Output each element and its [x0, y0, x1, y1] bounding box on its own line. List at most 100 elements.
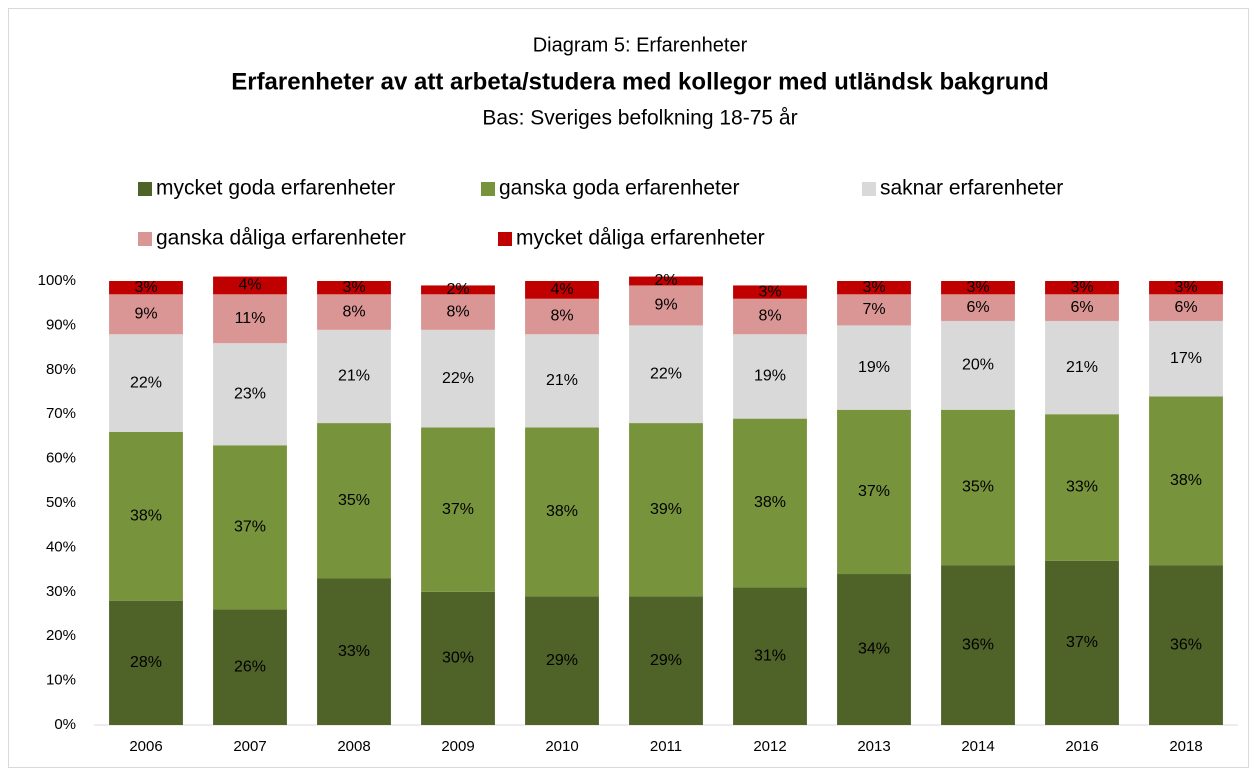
bar-segment	[109, 334, 183, 432]
x-tick-label: 2007	[233, 738, 266, 755]
data-label: 36%	[962, 636, 994, 653]
data-label: 28%	[130, 654, 162, 671]
data-label: 8%	[446, 303, 469, 320]
bar-segment	[109, 431, 183, 601]
bar-segment	[213, 294, 287, 344]
legend-label: mycket goda erfarenheter	[156, 177, 395, 200]
bar-segment	[1045, 320, 1119, 415]
data-label: 29%	[546, 652, 578, 669]
legend-swatch	[498, 232, 512, 246]
bar-segment	[525, 334, 599, 428]
bar-segment	[1045, 414, 1119, 561]
data-label: 37%	[1066, 634, 1098, 651]
data-label: 19%	[858, 359, 890, 376]
bar-segment	[317, 329, 391, 424]
bar-segment	[733, 334, 807, 419]
bar-segment	[733, 587, 807, 725]
bar-segment	[109, 281, 183, 295]
x-tick-label: 2006	[129, 738, 162, 755]
bar-segment	[1045, 281, 1119, 295]
y-tick-label: 10%	[46, 672, 76, 689]
bar-segment	[421, 285, 495, 295]
data-label: 2%	[446, 281, 469, 298]
bar-segment	[317, 294, 391, 330]
data-label: 3%	[1070, 279, 1093, 296]
data-label: 8%	[758, 308, 781, 325]
x-tick-label: 2011	[650, 738, 682, 755]
data-label: 17%	[1170, 350, 1202, 367]
bar-segment	[317, 578, 391, 725]
data-label: 6%	[1174, 299, 1197, 316]
y-tick-label: 0%	[54, 716, 76, 733]
bar-segment	[109, 600, 183, 725]
data-label: 22%	[650, 365, 682, 382]
data-label: 3%	[966, 279, 989, 296]
data-label: 6%	[966, 299, 989, 316]
data-label: 30%	[442, 650, 474, 667]
bar-segment	[421, 591, 495, 725]
bar-segment	[109, 294, 183, 335]
bar-segment	[525, 298, 599, 335]
bar-segment	[1149, 281, 1223, 295]
data-label: 31%	[754, 647, 786, 664]
bar-segment	[1149, 396, 1223, 566]
bar-segment	[1149, 320, 1223, 397]
bar-segment	[1149, 565, 1223, 725]
legend-label: mycket dåliga erfarenheter	[516, 227, 765, 250]
data-label: 37%	[442, 501, 474, 518]
bar-segment	[421, 329, 495, 428]
bar-segment	[629, 423, 703, 597]
data-label: 3%	[134, 279, 157, 296]
x-tick-label: 2013	[857, 738, 890, 755]
x-tick-label: 2009	[441, 738, 474, 755]
data-label: 9%	[654, 297, 677, 314]
bar-segment	[941, 320, 1015, 410]
bar-segment	[837, 281, 911, 295]
data-label: 8%	[342, 303, 365, 320]
legend-swatch	[862, 182, 876, 196]
data-label: 37%	[858, 483, 890, 500]
bar-segment	[525, 427, 599, 597]
bar-segment	[941, 294, 1015, 321]
data-label: 35%	[962, 479, 994, 496]
y-tick-label: 60%	[46, 450, 76, 467]
data-label: 26%	[234, 658, 266, 675]
data-label: 23%	[234, 385, 266, 402]
data-label: 3%	[342, 279, 365, 296]
chart-title: Erfarenheter av att arbeta/studera med k…	[231, 68, 1049, 95]
x-tick-label: 2018	[1169, 738, 1202, 755]
bar-segment	[317, 281, 391, 295]
legend-swatch	[138, 182, 152, 196]
data-label: 35%	[338, 492, 370, 509]
data-label: 21%	[338, 368, 370, 385]
y-tick-label: 30%	[46, 583, 76, 600]
y-tick-label: 100%	[38, 272, 76, 289]
data-label: 4%	[238, 277, 261, 294]
data-label: 20%	[962, 357, 994, 374]
y-tick-label: 70%	[46, 405, 76, 422]
bar-segment	[317, 423, 391, 579]
data-label: 38%	[1170, 472, 1202, 489]
legend-label: ganska goda erfarenheter	[499, 177, 740, 200]
data-label: 37%	[234, 519, 266, 536]
bar-segment	[1045, 294, 1119, 321]
legend-label: saknar erfarenheter	[880, 177, 1063, 200]
y-tick-label: 50%	[46, 494, 76, 511]
bar-segment	[525, 281, 599, 299]
chart-subtitle: Bas: Sveriges befolkning 18-75 år	[482, 107, 797, 130]
bar-segment	[1045, 560, 1119, 725]
x-tick-label: 2008	[337, 738, 370, 755]
data-label: 7%	[862, 301, 885, 318]
data-label: 29%	[650, 652, 682, 669]
data-label: 3%	[862, 279, 885, 296]
bar-segment	[213, 445, 287, 610]
y-tick-label: 90%	[46, 316, 76, 333]
x-tick-label: 2016	[1065, 738, 1098, 755]
data-label: 39%	[650, 501, 682, 518]
bar-segment	[213, 276, 287, 295]
bar-segment	[837, 409, 911, 575]
data-label: 36%	[1170, 636, 1202, 653]
legend-label: ganska dåliga erfarenheter	[156, 227, 406, 250]
